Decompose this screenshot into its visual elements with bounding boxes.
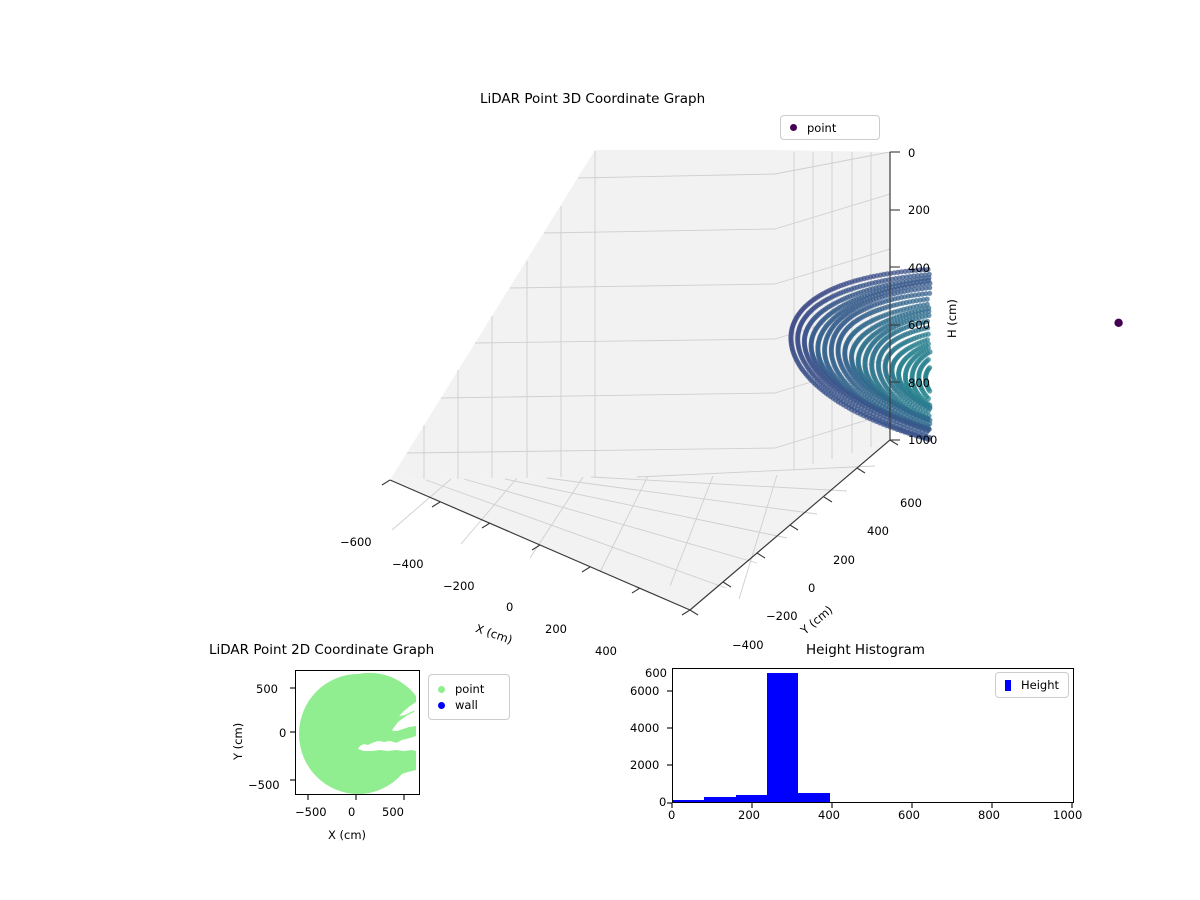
histogram-tickmarks <box>667 690 1073 808</box>
histogram-bar <box>735 794 768 802</box>
legend-item-height[interactable]: Height <box>996 677 1068 693</box>
legend-item-wall[interactable]: wall <box>429 697 509 713</box>
histogram-bar <box>767 672 799 802</box>
legend-item-point[interactable]: point <box>781 120 879 136</box>
plot3d-ytick-4: 200 <box>833 553 855 567</box>
histogram-bar <box>798 793 830 802</box>
wall-marker-icon <box>438 701 445 709</box>
plot3d-ytick-2: −200 <box>766 609 798 623</box>
plot3d-xtick-4: 200 <box>545 622 567 636</box>
plot3d-ztick-2: 400 <box>908 261 930 275</box>
histogram-ytick-3: 6000 <box>630 684 660 698</box>
histogram-bar <box>704 796 736 802</box>
histogram-bar <box>673 799 705 802</box>
height-swatch-icon <box>1005 679 1011 691</box>
plot2d-xtick-0: −500 <box>295 805 327 819</box>
histogram-bars <box>673 669 1073 802</box>
histogram-ytick-2: 4000 <box>630 721 660 735</box>
legend-label-point: point <box>455 682 485 696</box>
plot2d-legend[interactable]: point wall <box>428 674 510 720</box>
plot2d-point-cloud <box>299 672 416 794</box>
plot2d-axes[interactable] <box>295 670 420 795</box>
plot2d-ylabel: Y (cm) <box>231 722 245 760</box>
plot3d-ztick-1: 200 <box>908 203 930 217</box>
histogram-xtick-5: 1000 <box>1053 808 1083 822</box>
histogram-xtick-0: 0 <box>668 808 676 822</box>
plot3d-xtick-1: −400 <box>392 557 424 571</box>
plot3d-xtick-6: 600 <box>645 666 667 680</box>
plot2d-title: LiDAR Point 2D Coordinate Graph <box>209 642 435 658</box>
plot3d-zlabel: H (cm) <box>945 299 959 338</box>
plot3d-ztick-5: 1000 <box>908 433 938 447</box>
plot2d-tickmarks <box>290 687 405 800</box>
legend-label-height: Height <box>1020 678 1059 692</box>
lidar-3d-plot: LiDAR Point 3D Coordinate Graph <box>330 91 1123 680</box>
legend-label-point: point <box>807 120 837 135</box>
plot3d-title: LiDAR Point 3D Coordinate Graph <box>480 91 706 107</box>
plot3d-xtick-3: 0 <box>506 600 514 614</box>
histogram-xtick-3: 600 <box>898 808 920 822</box>
plot2d-ytick-1: 0 <box>279 726 287 740</box>
plot3d-ztick-0: 0 <box>908 146 916 160</box>
plot3d-ztick-3: 600 <box>908 318 930 332</box>
legend-label-wall: wall <box>455 698 478 712</box>
plot3d-ytick-5: 400 <box>867 524 889 538</box>
plot2d-ytick-2: −500 <box>248 778 280 792</box>
plot3d-ytick-3: 0 <box>808 581 816 595</box>
histogram-title: Height Histogram <box>806 642 925 658</box>
plot3d-ytick-6: 600 <box>900 496 922 510</box>
plot2d-xtick-1: 0 <box>348 805 356 819</box>
plot3d-xtick-2: −200 <box>443 579 475 593</box>
point-marker-icon <box>438 685 445 693</box>
plot3d-xtick-0: −600 <box>340 535 372 549</box>
plot3d-tickmarks <box>381 151 900 616</box>
plot2d-ytick-0: 500 <box>256 682 278 696</box>
plot3d-points-layer <box>788 266 1123 442</box>
plot3d-ztick-4: 800 <box>908 376 930 390</box>
histogram-legend[interactable]: Height <box>995 672 1069 698</box>
plot3d-legend[interactable]: point <box>780 115 880 140</box>
plot2d-xtick-2: 500 <box>382 805 404 819</box>
plot2d-xlabel: X (cm) <box>328 828 367 842</box>
histogram-xtick-4: 800 <box>978 808 1000 822</box>
histogram-xtick-2: 400 <box>818 808 840 822</box>
histogram-ytick-1: 2000 <box>630 758 660 772</box>
plot3d-canvas: {} <box>381 150 1123 616</box>
legend-item-point[interactable]: point <box>429 681 509 697</box>
plot3d-ytick-1: −400 <box>732 638 764 652</box>
point-marker-icon <box>790 124 797 131</box>
histogram-ytick-0: 0 <box>659 795 667 809</box>
histogram-xtick-1: 200 <box>738 808 760 822</box>
plot3d-xtick-5: 400 <box>595 644 617 658</box>
